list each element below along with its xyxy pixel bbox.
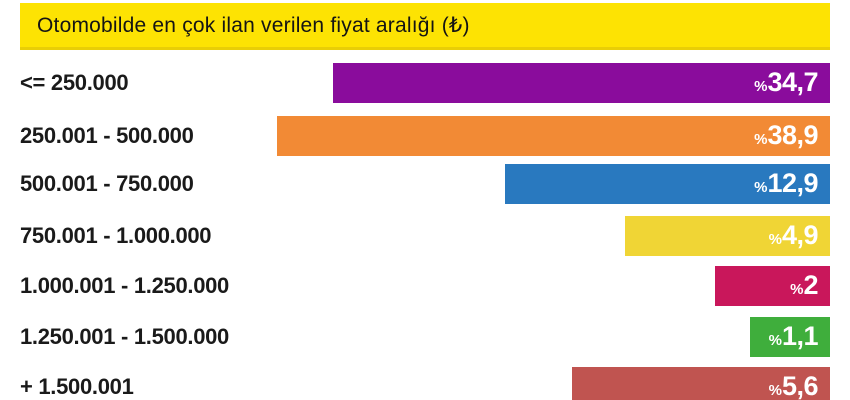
- chart-row: + 1.500.001 %5,6: [0, 367, 830, 400]
- bar-value: 34,7: [767, 67, 818, 97]
- category-label: 1.000.001 - 1.250.000: [20, 273, 229, 298]
- chart-row: 250.001 - 500.000 %38,9: [0, 116, 830, 156]
- bar-value: 12,9: [767, 168, 818, 198]
- bar-value: 4,9: [781, 220, 819, 250]
- category-label: 500.001 - 750.000: [20, 171, 194, 196]
- bar: %34,7: [333, 63, 830, 103]
- bar: %12,9: [505, 164, 830, 204]
- chart-row: 750.001 - 1.000.000 %4,9: [0, 216, 830, 256]
- chart-row: <= 250.000 %34,7: [0, 63, 830, 103]
- bar-value: 5,6: [781, 371, 819, 400]
- category-label: 1.250.001 - 1.500.000: [20, 324, 229, 349]
- percent-sign: %: [768, 332, 782, 349]
- percent-sign: %: [754, 131, 768, 148]
- percent-sign: %: [768, 231, 782, 248]
- percent-sign: %: [754, 78, 768, 95]
- bar: %2: [715, 266, 830, 306]
- chart-row: 1.000.001 - 1.250.000 %2: [0, 266, 830, 306]
- bar-value: 2: [803, 270, 818, 300]
- category-label: <= 250.000: [20, 70, 129, 95]
- bar: %4,9: [625, 216, 830, 256]
- bar: %1,1: [750, 317, 830, 357]
- bar-value: 38,9: [767, 120, 818, 150]
- chart-title: Otomobilde en çok ilan verilen fiyat ara…: [37, 13, 470, 37]
- chart-row: 500.001 - 750.000 %12,9: [0, 164, 830, 204]
- category-label: + 1.500.001: [20, 374, 134, 399]
- percent-sign: %: [754, 179, 768, 196]
- bar: %38,9: [277, 116, 830, 156]
- chart-title-bar: Otomobilde en çok ilan verilen fiyat ara…: [20, 3, 830, 50]
- bar-value: 1,1: [781, 321, 819, 351]
- percent-sign: %: [790, 281, 804, 298]
- category-label: 250.001 - 500.000: [20, 123, 194, 148]
- bar: %5,6: [572, 367, 830, 400]
- category-label: 750.001 - 1.000.000: [20, 223, 212, 248]
- percent-sign: %: [768, 382, 782, 399]
- chart-row: 1.250.001 - 1.500.000 %1,1: [0, 317, 830, 357]
